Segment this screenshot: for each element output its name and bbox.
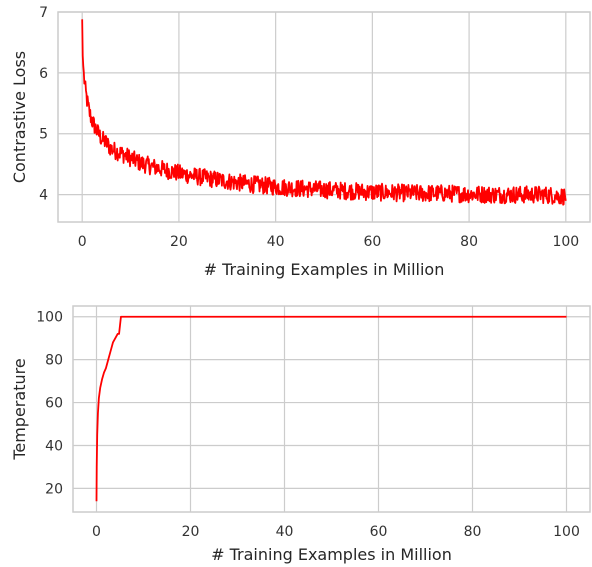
x-tick-label: 60 [363, 234, 381, 250]
y-tick-label: 4 [39, 188, 48, 204]
x-tick-label: 20 [182, 524, 200, 540]
y-tick-label: 6 [39, 66, 48, 82]
x-tick-label: 20 [170, 234, 188, 250]
y-tick-label: 5 [39, 127, 48, 143]
x-tick-label: 0 [78, 234, 87, 250]
temperature-plot-frame [72, 305, 591, 513]
temperature-x-axis-label: # Training Examples in Million [211, 545, 452, 564]
loss-x-tick-labels: 0 20 40 60 80 100 [78, 234, 579, 250]
loss-y-tick-labels: 4 5 6 7 [39, 5, 48, 204]
loss-y-axis-label: Contrastive Loss [10, 51, 29, 183]
temperature-series-line [95, 315, 567, 502]
y-tick-label: 7 [39, 5, 48, 21]
x-tick-label: 100 [552, 234, 579, 250]
y-tick-label: 40 [45, 438, 63, 454]
temperature-chart-grid [73, 306, 590, 512]
x-tick-label: 60 [370, 524, 388, 540]
temperature-y-tick-labels: 20 40 60 80 100 [36, 310, 63, 498]
temperature-y-axis-label: Temperature [10, 358, 29, 460]
loss-series-line [81, 19, 567, 206]
temperature-chart: 0 20 40 60 80 100 20 40 60 80 100 # Training Exam… [10, 305, 591, 564]
y-tick-label: 60 [45, 396, 63, 412]
x-tick-label: 80 [460, 234, 478, 250]
y-tick-label: 80 [45, 353, 63, 369]
temperature-x-tick-labels: 0 20 40 60 80 100 [92, 524, 580, 540]
y-tick-label: 20 [45, 481, 63, 497]
x-tick-label: 0 [92, 524, 101, 540]
loss-chart: 0 20 40 60 80 100 4 5 6 7 # Training Examples in… [10, 5, 591, 279]
x-tick-label: 40 [267, 234, 285, 250]
loss-plot-frame [57, 11, 591, 223]
x-tick-label: 40 [276, 524, 294, 540]
y-tick-label: 100 [36, 310, 63, 326]
loss-x-axis-label: # Training Examples in Million [204, 260, 445, 279]
x-tick-label: 80 [464, 524, 482, 540]
x-tick-label: 100 [553, 524, 580, 540]
